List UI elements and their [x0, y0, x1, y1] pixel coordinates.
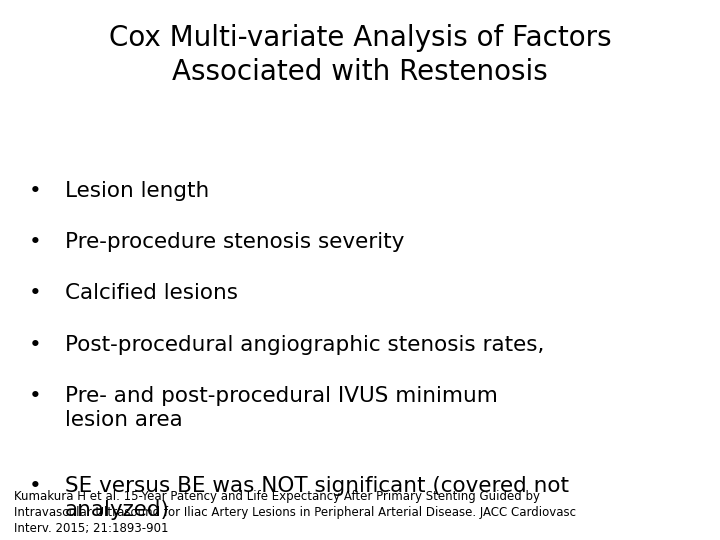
Text: •: • [29, 284, 42, 303]
Text: Kumakura H et al. 15-Year Patency and Life Expectancy After Primary Stenting Gui: Kumakura H et al. 15-Year Patency and Li… [14, 490, 577, 535]
Text: Pre-procedure stenosis severity: Pre-procedure stenosis severity [65, 232, 404, 252]
Text: •: • [29, 335, 42, 355]
Text: •: • [29, 386, 42, 406]
Text: SE versus BE was NOT significant (covered not
analyzed): SE versus BE was NOT significant (covere… [65, 476, 569, 520]
Text: •: • [29, 232, 42, 252]
Text: Pre- and post-procedural IVUS minimum
lesion area: Pre- and post-procedural IVUS minimum le… [65, 386, 498, 430]
Text: Calcified lesions: Calcified lesions [65, 284, 238, 303]
Text: Post-procedural angiographic stenosis rates,: Post-procedural angiographic stenosis ra… [65, 335, 544, 355]
Text: •: • [29, 181, 42, 201]
Text: Lesion length: Lesion length [65, 181, 209, 201]
Text: •: • [29, 476, 42, 496]
Text: Cox Multi-variate Analysis of Factors
Associated with Restenosis: Cox Multi-variate Analysis of Factors As… [109, 24, 611, 86]
